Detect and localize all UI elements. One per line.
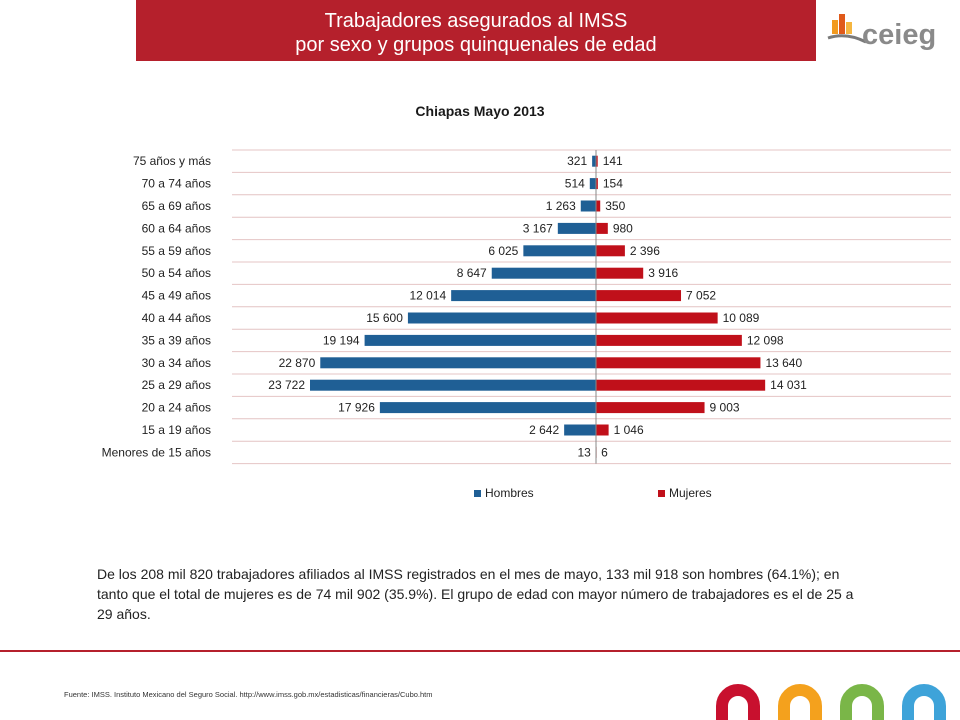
ring-green bbox=[840, 684, 884, 720]
source-note: Fuente: IMSS. Instituto Mexicano del Seg… bbox=[64, 690, 433, 699]
data-label-hombres: 321 bbox=[567, 154, 587, 168]
category-label: 25 a 29 años bbox=[142, 378, 211, 392]
data-label-mujeres: 6 bbox=[601, 445, 608, 459]
population-pyramid-chart: 75 años y más 321 141 70 a 74 años 514 154 65 … bbox=[102, 149, 951, 465]
ring-blue bbox=[902, 684, 946, 720]
legend-mujeres: Mujeres bbox=[658, 486, 712, 500]
bar-hombres bbox=[523, 245, 596, 257]
data-label-hombres: 23 722 bbox=[268, 378, 305, 392]
bar-mujeres bbox=[596, 357, 761, 369]
bar-mujeres bbox=[596, 312, 718, 324]
bar-hombres bbox=[589, 178, 596, 190]
bar-hombres bbox=[564, 424, 596, 436]
data-label-mujeres: 12 098 bbox=[747, 333, 784, 347]
chart-title: Chiapas Mayo 2013 bbox=[415, 103, 545, 119]
data-label-mujeres: 14 031 bbox=[770, 378, 807, 392]
category-label: 20 a 24 años bbox=[142, 401, 211, 415]
ring-red bbox=[716, 684, 760, 720]
category-label: 55 a 59 años bbox=[142, 244, 211, 258]
data-label-hombres: 1 263 bbox=[546, 199, 576, 213]
data-label-mujeres: 10 089 bbox=[723, 311, 760, 325]
legend-label-mujeres: Mujeres bbox=[669, 486, 712, 500]
bar-hombres bbox=[364, 334, 596, 346]
bar-mujeres bbox=[596, 334, 742, 346]
bar-hombres bbox=[491, 267, 596, 279]
page-title: Trabajadores asegurados al IMSS bbox=[324, 10, 628, 32]
data-label-hombres: 8 647 bbox=[457, 266, 487, 280]
bar-hombres bbox=[580, 200, 596, 212]
category-label: 30 a 34 años bbox=[142, 356, 211, 370]
data-label-mujeres: 13 640 bbox=[765, 356, 802, 370]
logo-swoosh bbox=[827, 34, 867, 44]
data-label-hombres: 15 600 bbox=[366, 311, 403, 325]
legend-hombres: Hombres bbox=[474, 486, 534, 500]
legend-swatch-hombres bbox=[474, 489, 481, 497]
bar-hombres bbox=[407, 312, 596, 324]
bar-mujeres bbox=[596, 155, 598, 167]
bar-hombres bbox=[557, 222, 596, 234]
bar-hombres bbox=[451, 290, 596, 302]
data-label-mujeres: 350 bbox=[605, 199, 625, 213]
bar-mujeres bbox=[596, 290, 682, 302]
summary-text: De los 208 mil 820 trabajadores afiliado… bbox=[97, 566, 854, 622]
data-label-hombres: 514 bbox=[565, 177, 585, 191]
category-label: 35 a 39 años bbox=[142, 333, 211, 347]
data-label-mujeres: 1 046 bbox=[614, 423, 644, 437]
page-subtitle: por sexo y grupos quinquenales de edad bbox=[295, 34, 657, 56]
logo-bar-2 bbox=[839, 14, 845, 34]
data-label-hombres: 17 926 bbox=[338, 401, 375, 415]
category-label: 45 a 49 años bbox=[142, 289, 211, 303]
bar-hombres bbox=[320, 357, 596, 369]
data-label-hombres: 2 642 bbox=[529, 423, 559, 437]
data-label-hombres: 6 025 bbox=[488, 244, 518, 258]
legend-label-hombres: Hombres bbox=[485, 486, 534, 500]
category-label: 40 a 44 años bbox=[142, 311, 211, 325]
category-label: Menores de 15 años bbox=[102, 445, 211, 459]
category-label: 15 a 19 años bbox=[142, 423, 211, 437]
bar-mujeres bbox=[596, 267, 644, 279]
data-label-hombres: 12 014 bbox=[409, 289, 446, 303]
bar-mujeres bbox=[596, 402, 705, 414]
ring-orange bbox=[778, 684, 822, 720]
logo-bar-3 bbox=[846, 22, 852, 34]
logo-bar-1 bbox=[832, 20, 838, 34]
decorative-rings bbox=[716, 684, 946, 720]
category-label: 70 a 74 años bbox=[142, 177, 211, 191]
legend-swatch-mujeres bbox=[658, 489, 665, 497]
bar-mujeres bbox=[596, 379, 766, 391]
bar-mujeres bbox=[596, 245, 625, 257]
category-label: 75 años y más bbox=[133, 154, 211, 168]
data-label-mujeres: 2 396 bbox=[630, 244, 660, 258]
footer-divider bbox=[0, 650, 960, 652]
data-label-hombres: 19 194 bbox=[323, 333, 360, 347]
data-label-hombres: 3 167 bbox=[523, 221, 553, 235]
logo-text: ceieg bbox=[862, 19, 936, 51]
category-label: 50 a 54 años bbox=[142, 266, 211, 280]
category-label: 65 a 69 años bbox=[142, 199, 211, 213]
data-label-mujeres: 7 052 bbox=[686, 289, 716, 303]
data-label-mujeres: 9 003 bbox=[710, 401, 740, 415]
bar-mujeres bbox=[596, 200, 601, 212]
data-label-hombres: 22 870 bbox=[279, 356, 316, 370]
bar-mujeres bbox=[596, 178, 598, 190]
bar-hombres bbox=[310, 379, 596, 391]
data-label-mujeres: 141 bbox=[603, 154, 623, 168]
ceieg-logo: ceieg bbox=[827, 14, 936, 51]
bar-hombres bbox=[379, 402, 596, 414]
bar-hombres bbox=[592, 155, 596, 167]
bar-mujeres bbox=[596, 222, 608, 234]
category-label: 60 a 64 años bbox=[142, 221, 211, 235]
data-label-mujeres: 3 916 bbox=[648, 266, 678, 280]
bar-mujeres bbox=[596, 424, 609, 436]
data-label-mujeres: 154 bbox=[603, 177, 623, 191]
data-label-hombres: 13 bbox=[577, 445, 591, 459]
data-label-mujeres: 980 bbox=[613, 221, 633, 235]
title-banner: Trabajadores asegurados al IMSS por sexo… bbox=[136, 0, 816, 61]
